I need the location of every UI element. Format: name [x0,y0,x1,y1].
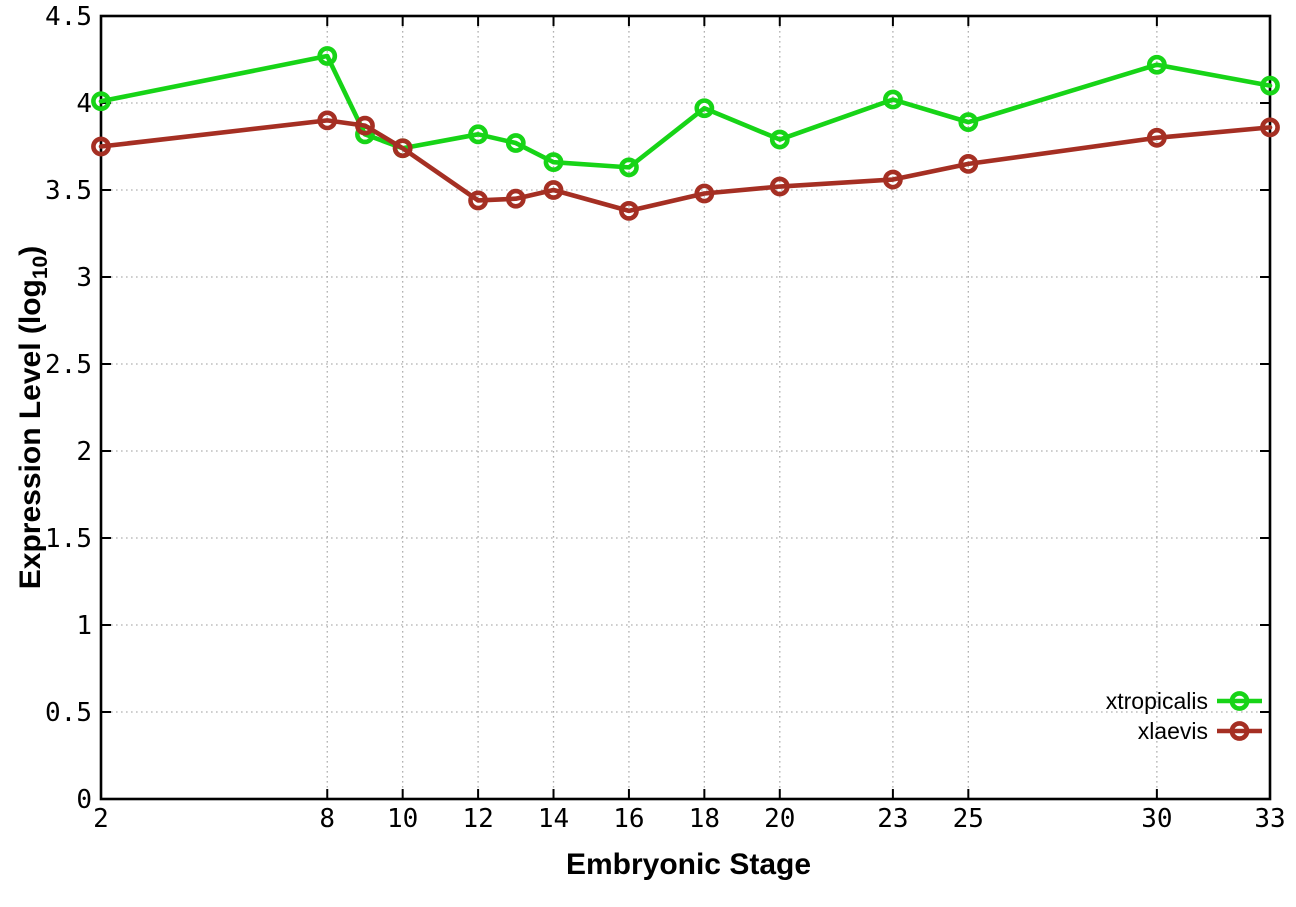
x-tick-label: 18 [689,804,720,834]
legend-label-xtropicalis: xtropicalis [1106,688,1208,714]
x-tick-label: 8 [319,804,335,834]
y-tick-label: 3.5 [45,176,92,206]
y-tick-label: 0.5 [45,698,92,728]
x-tick-label: 16 [613,804,644,834]
data-point-xtropicalis [543,152,564,173]
legend-label-xlaevis: xlaevis [1138,718,1208,744]
data-point-xtropicalis [317,46,338,66]
x-tick-label: 10 [387,804,418,834]
y-tick-label: 2 [76,437,92,467]
y-tick-label: 4.5 [45,2,92,32]
data-point-xlaevis [392,138,413,159]
data-point-xlaevis [505,188,526,209]
data-point-xlaevis [1260,117,1280,138]
legend-marker-xtropicalis [1229,691,1250,711]
data-point-xtropicalis [1260,75,1280,96]
data-point-xtropicalis [769,129,790,150]
x-tick-label: 25 [953,804,984,834]
data-point-xtropicalis [1146,54,1167,75]
data-point-xlaevis [694,183,715,204]
data-point-xlaevis [543,180,564,200]
data-point-xtropicalis [883,89,903,110]
data-point-xtropicalis [505,133,526,153]
x-tick-label: 30 [1141,804,1172,834]
data-point-xlaevis [619,200,639,221]
data-point-xlaevis [355,115,375,136]
x-tick-label: 33 [1254,804,1285,834]
x-tick-label: 12 [462,804,493,834]
x-axis-label: Embryonic Stage [566,848,811,881]
data-point-xlaevis [769,176,790,197]
y-tick-label: 1.5 [45,524,92,554]
data-point-xlaevis [1146,127,1167,148]
series-line-xtropicalis [98,53,1273,170]
data-point-xtropicalis [694,98,715,119]
data-point-xtropicalis [619,157,639,178]
data-point-xtropicalis [468,124,488,145]
x-tick-label: 14 [538,804,569,834]
data-point-xtropicalis [91,91,111,112]
data-point-xlaevis [91,136,111,157]
legend-marker-xlaevis [1229,721,1250,741]
y-tick-label: 3 [76,263,92,293]
data-point-xlaevis [468,190,488,211]
y-tick-label: 0 [76,785,92,815]
data-point-xlaevis [958,153,979,174]
x-tick-label: 20 [764,804,795,834]
y-axis-label: Expression Level (log10) [14,246,52,589]
x-tick-label: 23 [877,804,908,834]
data-point-xtropicalis [958,112,979,133]
plot-border [99,14,1272,801]
x-tick-label: 2 [93,804,109,834]
y-tick-label: 4 [76,89,92,119]
series-line-xlaevis [98,118,1273,214]
y-tick-label: 2.5 [45,350,92,380]
data-point-xlaevis [317,110,338,131]
y-tick-label: 1 [76,611,92,641]
data-point-xlaevis [883,169,903,190]
